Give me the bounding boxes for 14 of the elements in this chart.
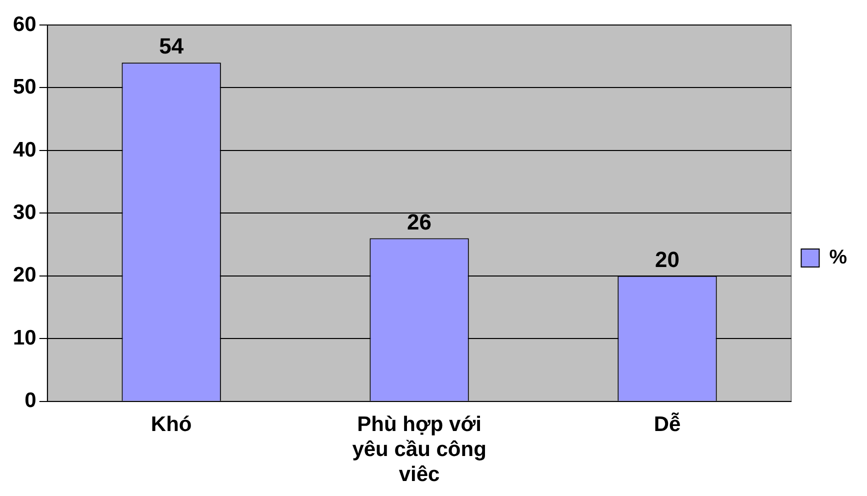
y-tick-label: 0 xyxy=(24,389,36,412)
x-tick-label: Phù hợp với yêu cầu công viêc xyxy=(352,412,486,486)
y-tick-label: 30 xyxy=(13,200,36,224)
data-label: 26 xyxy=(407,209,432,234)
y-tick-label: 40 xyxy=(13,138,36,162)
y-tick-label: 50 xyxy=(13,76,36,99)
x-tick-label: Khó xyxy=(150,412,192,436)
y-tick-label: 10 xyxy=(13,326,36,350)
data-label: 20 xyxy=(655,246,680,272)
y-tick-label: 20 xyxy=(13,264,36,287)
y-tick-label: 60 xyxy=(13,12,36,36)
x-tick-label: Dễ xyxy=(654,412,681,436)
legend-label: % xyxy=(829,246,848,269)
data-label: 54 xyxy=(159,34,184,59)
